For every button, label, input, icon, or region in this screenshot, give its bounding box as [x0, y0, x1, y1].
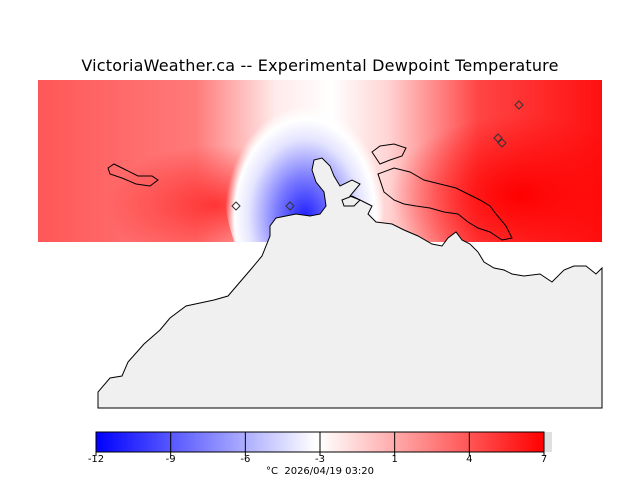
- scale-tick-label: -3: [315, 454, 325, 465]
- island-west: [107, 163, 159, 187]
- scale-tick-label: -9: [165, 454, 176, 465]
- station-marker[interactable]: [285, 201, 295, 211]
- station-marker[interactable]: [231, 201, 241, 211]
- land-mass: [97, 157, 603, 409]
- color-scale: [95, 431, 552, 456]
- scale-tick-label: -12: [87, 454, 105, 465]
- legend-unit: °C: [266, 466, 278, 477]
- station-marker[interactable]: [493, 133, 503, 143]
- station-marker[interactable]: [497, 138, 507, 148]
- scale-ticks: [95, 432, 545, 456]
- island-small: [341, 195, 361, 207]
- scale-tick-label: 1: [391, 454, 398, 465]
- station-markers: [231, 100, 524, 211]
- land-mass-east: [377, 167, 513, 241]
- scale-tick-label: -6: [240, 454, 251, 465]
- map-title: VictoriaWeather.ca -- Experimental Dewpo…: [81, 56, 559, 75]
- scale-tick-label: 4: [466, 454, 473, 465]
- legend-caption: °C 2026/04/19 03:20: [0, 466, 640, 477]
- station-marker[interactable]: [514, 100, 524, 110]
- scale-tick-label: 7: [540, 454, 548, 465]
- island-shore: [371, 143, 407, 165]
- legend-timestamp: 2026/04/19 03:20: [284, 466, 374, 477]
